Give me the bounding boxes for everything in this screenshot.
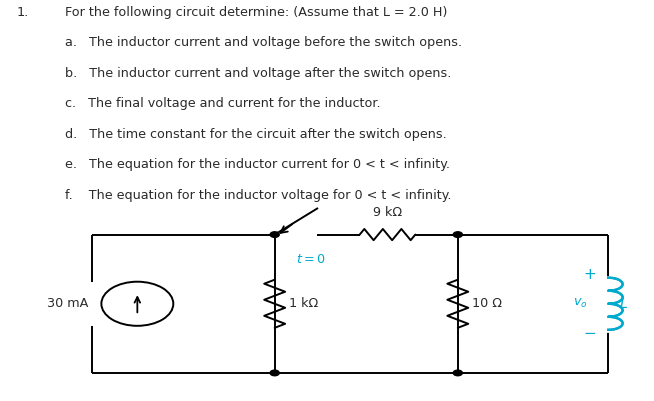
Text: e.   The equation for the inductor current for 0 < t < infinity.: e. The equation for the inductor current… <box>65 158 451 171</box>
Text: 1 kΩ: 1 kΩ <box>289 297 318 310</box>
Text: −: − <box>583 326 596 341</box>
Text: a.   The inductor current and voltage before the switch opens.: a. The inductor current and voltage befo… <box>65 36 462 49</box>
Text: L: L <box>620 297 628 311</box>
Text: For the following circuit determine: (Assume that L = 2.0 H): For the following circuit determine: (As… <box>65 6 448 19</box>
Circle shape <box>453 232 462 237</box>
Text: f.    The equation for the inductor voltage for 0 < t < infinity.: f. The equation for the inductor voltage… <box>65 189 452 202</box>
Text: 10 Ω: 10 Ω <box>472 297 502 310</box>
Text: b.   The inductor current and voltage after the switch opens.: b. The inductor current and voltage afte… <box>65 67 452 80</box>
Text: 1.: 1. <box>16 6 29 19</box>
Text: c.   The final voltage and current for the inductor.: c. The final voltage and current for the… <box>65 97 381 110</box>
Circle shape <box>270 232 279 237</box>
Circle shape <box>270 370 279 376</box>
Text: $t = 0$: $t = 0$ <box>296 253 326 265</box>
Text: +: + <box>583 267 596 282</box>
Text: 9 kΩ: 9 kΩ <box>373 207 402 219</box>
Text: d.   The time constant for the circuit after the switch opens.: d. The time constant for the circuit aft… <box>65 128 447 141</box>
Circle shape <box>453 370 462 376</box>
Text: 30 mA: 30 mA <box>47 297 88 310</box>
Text: $v_o$: $v_o$ <box>573 297 587 310</box>
